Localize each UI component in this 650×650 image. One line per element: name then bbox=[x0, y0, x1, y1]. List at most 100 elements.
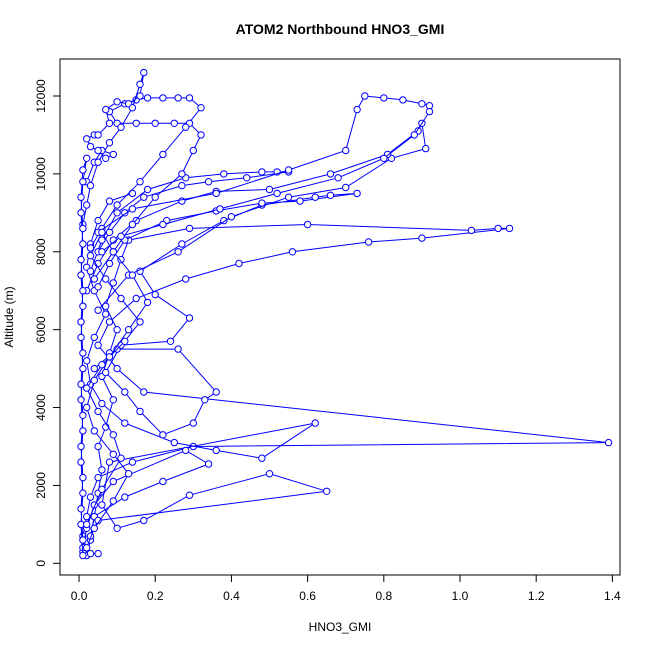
series-line bbox=[90, 97, 202, 280]
data-point bbox=[98, 399, 106, 408]
data-point bbox=[353, 105, 361, 114]
data-point bbox=[79, 473, 87, 482]
data-point bbox=[117, 232, 125, 240]
data-point bbox=[83, 357, 91, 365]
data-point bbox=[105, 139, 114, 147]
data-point bbox=[105, 197, 114, 205]
data-point bbox=[79, 364, 87, 373]
data-point bbox=[102, 105, 110, 114]
data-point bbox=[399, 96, 407, 104]
data-point bbox=[303, 220, 312, 229]
data-point bbox=[494, 224, 502, 233]
data-point bbox=[128, 104, 137, 112]
data-point bbox=[212, 446, 220, 455]
data-point bbox=[102, 368, 110, 377]
data-point bbox=[98, 236, 106, 244]
data-point bbox=[140, 388, 148, 396]
data-point bbox=[311, 419, 319, 427]
chart-title: ATOM2 Northbound HNO3_GMI bbox=[236, 21, 445, 37]
data-point bbox=[94, 131, 102, 139]
data-point bbox=[102, 310, 110, 318]
data-point bbox=[83, 544, 91, 552]
data-point bbox=[117, 123, 125, 131]
data-point bbox=[170, 119, 179, 128]
data-point bbox=[94, 442, 102, 451]
data-point bbox=[109, 248, 118, 256]
data-point bbox=[342, 183, 350, 192]
data-point bbox=[113, 524, 121, 532]
data-point bbox=[418, 234, 426, 242]
data-point bbox=[77, 209, 85, 217]
x-tick-label: 0.8 bbox=[375, 589, 392, 603]
data-point bbox=[284, 166, 293, 174]
data-point bbox=[178, 170, 186, 178]
data-point bbox=[227, 213, 236, 221]
data-point bbox=[197, 131, 205, 139]
data-point bbox=[98, 361, 106, 369]
data-point bbox=[121, 419, 129, 427]
data-point bbox=[124, 470, 133, 478]
series-line bbox=[93, 192, 358, 436]
x-tick-label: 1.4 bbox=[604, 589, 621, 603]
data-point bbox=[94, 473, 102, 482]
data-point bbox=[364, 238, 373, 246]
data-point bbox=[220, 170, 228, 178]
x-tick-label: 0.0 bbox=[71, 589, 88, 603]
data-point bbox=[86, 142, 95, 151]
data-point bbox=[121, 388, 129, 396]
data-point bbox=[109, 497, 118, 505]
data-point bbox=[143, 298, 152, 307]
data-point bbox=[102, 154, 110, 163]
x-tick-label: 1.0 bbox=[452, 589, 469, 603]
data-point bbox=[98, 228, 106, 237]
data-point bbox=[90, 427, 99, 435]
data-point bbox=[185, 224, 194, 233]
data-point bbox=[140, 193, 148, 201]
data-point bbox=[380, 94, 388, 102]
data-point bbox=[86, 267, 95, 275]
data-point bbox=[83, 135, 91, 143]
data-point bbox=[505, 224, 514, 233]
data-point bbox=[86, 493, 95, 501]
data-point bbox=[243, 174, 251, 182]
data-point bbox=[178, 240, 186, 248]
data-point bbox=[94, 407, 102, 416]
data-point bbox=[77, 396, 85, 404]
data-point bbox=[105, 353, 114, 361]
data-point bbox=[77, 458, 85, 466]
data-point bbox=[90, 333, 99, 342]
data-point bbox=[83, 384, 91, 392]
x-axis-title: HNO3_GMI bbox=[309, 620, 372, 634]
data-point bbox=[170, 438, 179, 447]
x-tick-label: 0.6 bbox=[299, 589, 316, 603]
data-point bbox=[212, 388, 220, 396]
data-point bbox=[77, 255, 85, 264]
data-point bbox=[185, 94, 194, 102]
data-point bbox=[98, 466, 106, 474]
data-point bbox=[121, 493, 129, 501]
data-point bbox=[98, 501, 106, 509]
data-point bbox=[86, 549, 95, 558]
data-point bbox=[113, 209, 121, 217]
data-point bbox=[185, 314, 194, 322]
data-point bbox=[77, 380, 85, 388]
data-point bbox=[182, 446, 190, 455]
data-point bbox=[422, 144, 430, 153]
data-point bbox=[117, 294, 125, 303]
data-point bbox=[174, 248, 182, 256]
data-point bbox=[86, 181, 95, 190]
data-point bbox=[136, 178, 144, 186]
data-point bbox=[159, 431, 167, 439]
data-point bbox=[201, 396, 209, 404]
data-point bbox=[361, 92, 369, 100]
data-point bbox=[159, 477, 167, 486]
data-point bbox=[334, 174, 342, 182]
data-point bbox=[311, 193, 319, 201]
data-point bbox=[212, 189, 220, 198]
data-point bbox=[109, 431, 118, 439]
y-tick-label: 12000 bbox=[34, 79, 48, 113]
data-point bbox=[79, 427, 87, 435]
data-point bbox=[83, 154, 91, 163]
data-point bbox=[79, 240, 87, 248]
